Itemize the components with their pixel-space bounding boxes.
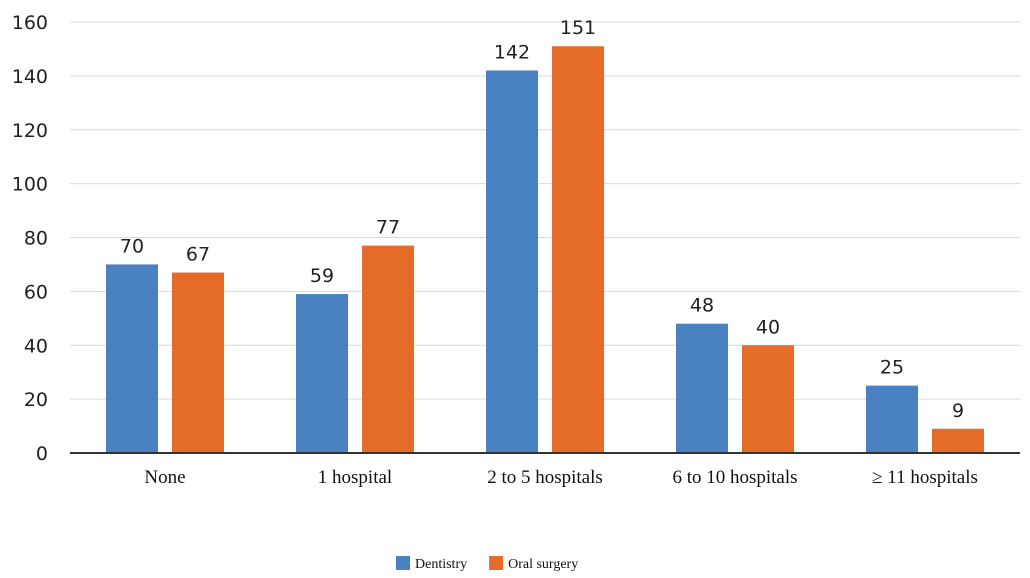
bar-oral-surgery	[552, 46, 604, 454]
bar-oral-surgery	[742, 345, 794, 453]
data-label: 151	[560, 17, 596, 39]
y-tick-label: 60	[24, 281, 48, 303]
legend-label: Oral surgery	[508, 557, 578, 572]
bar-dentistry	[296, 294, 348, 453]
gridlines	[70, 21, 1020, 400]
y-tick-label: 80	[24, 228, 48, 250]
legend-swatch	[396, 556, 410, 570]
data-labels: 70 67 59 77 142 151 48 40 25 9	[120, 17, 964, 422]
bar-dentistry	[866, 385, 918, 453]
bar-oral-surgery	[172, 272, 224, 453]
legend: Dentistry Oral surgery	[396, 556, 578, 572]
x-category-label: 6 to 10 hospitals	[672, 467, 797, 488]
data-label: 25	[880, 357, 904, 379]
bar-oral-surgery	[932, 428, 984, 453]
y-tick-label: 40	[24, 335, 48, 357]
data-label: 48	[690, 295, 714, 317]
data-label: 70	[120, 235, 144, 257]
y-tick-label: 100	[12, 174, 48, 196]
y-tick-label: 0	[36, 443, 48, 465]
y-tick-label: 160	[12, 12, 48, 34]
data-label: 77	[376, 217, 400, 239]
bar-dentistry	[106, 264, 158, 453]
legend-label: Dentistry	[415, 557, 467, 572]
x-category-label: 2 to 5 hospitals	[487, 467, 603, 488]
x-axis-categories: None 1 hospital 2 to 5 hospitals 6 to 10 ho…	[144, 467, 977, 488]
legend-swatch	[489, 556, 504, 570]
data-label: 9	[952, 400, 964, 422]
bars	[106, 46, 984, 454]
x-category-label: None	[144, 467, 185, 488]
data-label: 59	[310, 265, 334, 287]
y-tick-label: 20	[24, 389, 48, 411]
data-label: 142	[494, 41, 530, 63]
bar-dentistry	[486, 70, 538, 454]
bar-dentistry	[676, 323, 728, 453]
data-label: 40	[756, 316, 780, 338]
x-category-label: 1 hospital	[318, 467, 392, 488]
y-tick-label: 140	[12, 66, 48, 88]
y-tick-label: 120	[12, 120, 48, 142]
y-axis-ticks: 0 20 40 60 80 100 120 140 160	[12, 12, 48, 465]
bar-oral-surgery	[362, 245, 414, 453]
data-label: 67	[186, 244, 210, 266]
x-category-label: ≥ 11 hospitals	[872, 467, 978, 488]
